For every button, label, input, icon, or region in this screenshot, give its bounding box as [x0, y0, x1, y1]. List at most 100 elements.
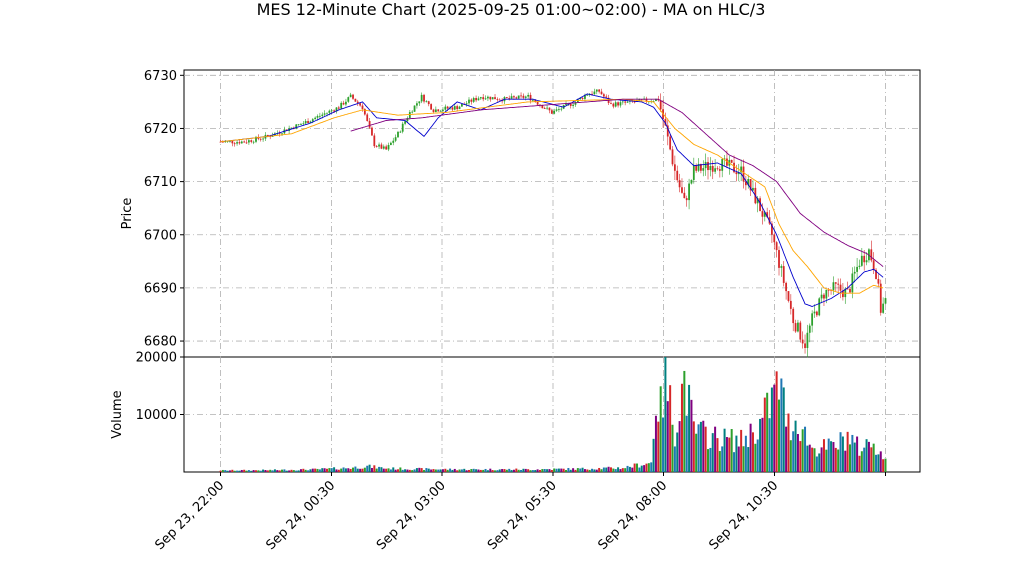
candle-body: [801, 339, 804, 344]
candle-body: [245, 142, 248, 144]
candle-body: [827, 289, 830, 291]
volume-bar: [799, 441, 802, 472]
volume-bar: [804, 426, 807, 472]
volume-bar: [849, 444, 852, 472]
volume-bar: [725, 437, 728, 472]
volume-bar: [337, 469, 340, 472]
candle-body: [820, 294, 823, 299]
candle-body: [863, 255, 866, 263]
volume-bar: [430, 469, 433, 472]
volume-bar: [276, 470, 279, 472]
volume-bar: [311, 468, 314, 472]
candle-body: [553, 110, 556, 114]
volume-bar: [723, 428, 726, 472]
volume-bar: [680, 383, 683, 472]
volume-bar: [325, 468, 328, 472]
volume-bar: [413, 469, 416, 472]
candle-body: [437, 109, 440, 112]
volume-bar: [697, 424, 700, 472]
volume-bar: [860, 451, 863, 472]
candle-body: [240, 141, 243, 144]
volume-bar: [548, 469, 551, 472]
volume-bar: [536, 469, 539, 472]
volume-bar: [498, 469, 501, 472]
volume-bar: [543, 469, 546, 472]
volume-bar: [704, 426, 707, 472]
candle-body: [832, 282, 835, 291]
candle-body: [752, 187, 754, 191]
candle-body: [453, 106, 456, 110]
volume-bar: [342, 467, 345, 472]
price-y-tick-label: 6690: [144, 281, 177, 296]
candle-body: [548, 107, 551, 111]
volume-bar: [728, 437, 731, 472]
volume-bar: [839, 432, 842, 472]
candle-body: [427, 101, 430, 105]
volume-bar: [825, 449, 828, 472]
candle-body: [614, 102, 617, 107]
volume-bar: [254, 470, 257, 472]
volume-bar: [763, 397, 766, 472]
volume-bar: [529, 470, 532, 472]
volume-bar: [359, 468, 362, 472]
volume-bar: [560, 468, 563, 472]
x-tick-label: Sep 24, 10:30: [706, 478, 781, 553]
volume-bar: [856, 436, 859, 472]
candle-body: [352, 94, 354, 99]
candle-body: [326, 112, 328, 114]
candle-body: [356, 101, 359, 104]
volume-bar: [863, 447, 866, 472]
candle-body: [378, 144, 380, 147]
volume-bar: [796, 434, 799, 472]
candle-body: [300, 124, 302, 125]
candle-body: [565, 103, 567, 105]
x-tick-label: Sep 24, 00:30: [263, 478, 338, 553]
volume-bar: [877, 454, 880, 472]
candle-body: [584, 95, 586, 99]
volume-bar: [654, 415, 657, 472]
chart-title: MES 12-Minute Chart (2025-09-25 01:00~02…: [256, 0, 766, 19]
candle-body: [666, 125, 669, 137]
volume-bar: [676, 432, 679, 472]
volume-bar: [844, 450, 847, 472]
candle-body: [678, 180, 681, 188]
candle-body: [737, 172, 740, 175]
candle-body: [224, 141, 227, 143]
volume-bar: [283, 469, 286, 472]
candle-body: [278, 133, 281, 134]
candle-body: [825, 289, 828, 299]
volume-bar: [508, 468, 511, 472]
volume-bar: [879, 451, 882, 472]
candle-body: [799, 322, 802, 340]
volume-bar: [257, 470, 260, 472]
candle-body: [281, 133, 283, 135]
candle-body: [695, 165, 698, 171]
candle-body: [766, 212, 769, 218]
candle-body: [231, 140, 234, 144]
volume-bar: [494, 470, 497, 472]
volume-bar: [233, 470, 236, 472]
candle-body: [789, 300, 792, 309]
volume-bar: [366, 465, 369, 472]
volume-bar: [221, 469, 224, 472]
volume-bar: [475, 469, 478, 472]
volume-bar: [465, 470, 468, 472]
volume-bar: [773, 384, 776, 472]
candle-body: [723, 158, 726, 160]
candle-body: [690, 179, 693, 184]
volume-bar: [747, 447, 750, 472]
candle-body: [465, 103, 468, 105]
candle-body: [423, 94, 425, 102]
candle-body: [247, 140, 250, 143]
volume-bar: [385, 468, 388, 472]
volume-y-tick-label: 20000: [136, 351, 177, 366]
volume-bar: [292, 470, 295, 472]
volume-bar: [356, 468, 359, 472]
volume-bar: [330, 468, 333, 472]
volume-bar: [688, 384, 691, 472]
volume-bar: [666, 401, 669, 472]
volume-bar: [297, 470, 300, 472]
volume-bar: [271, 470, 274, 472]
volume-bar: [472, 468, 475, 472]
